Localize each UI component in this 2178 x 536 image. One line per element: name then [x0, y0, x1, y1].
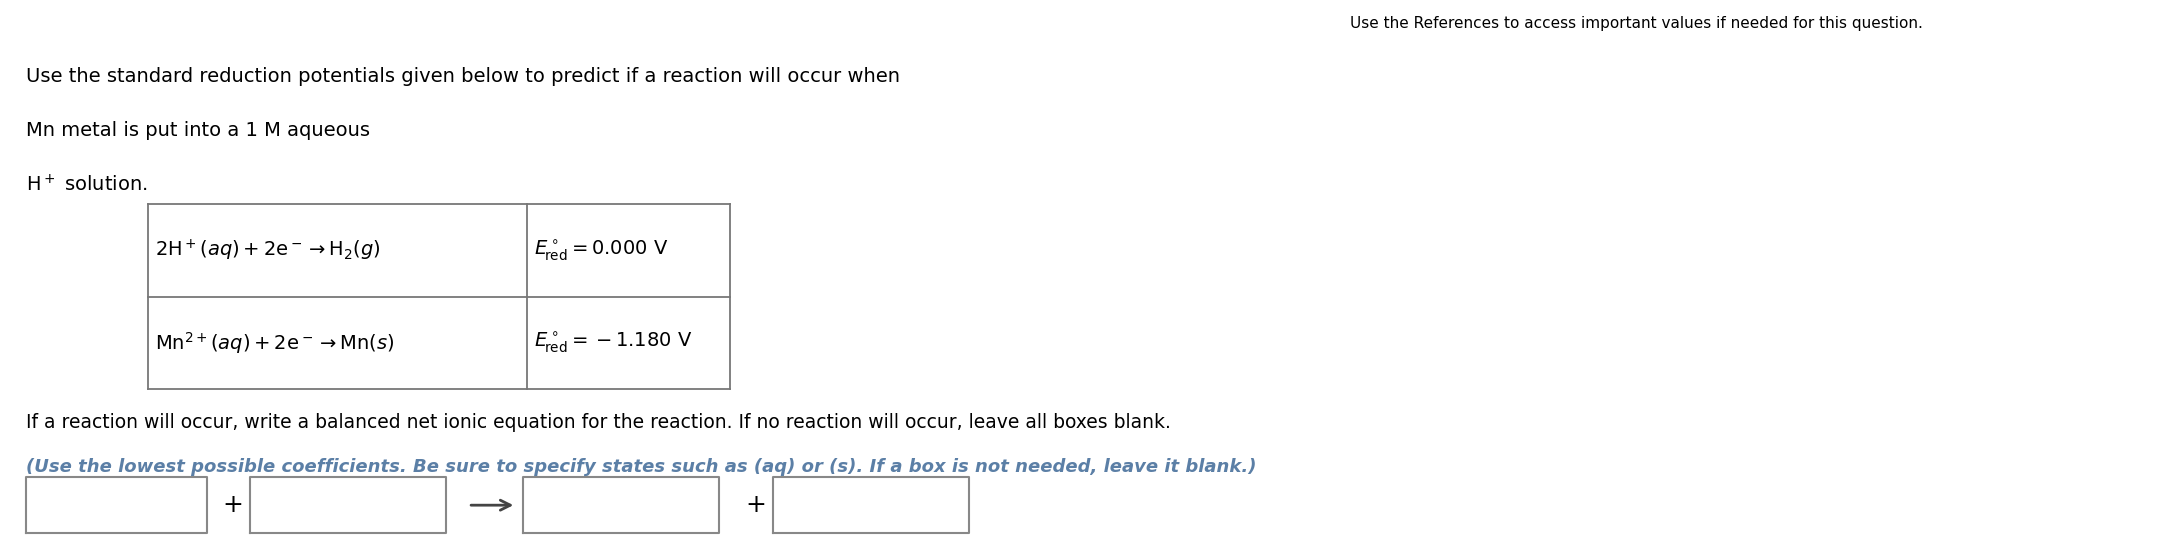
Text: $E^\circ_{\!\mathrm{red}} = -1.180\ \mathrm{V}$: $E^\circ_{\!\mathrm{red}} = -1.180\ \mat…: [534, 331, 693, 355]
Text: H$^+$ solution.: H$^+$ solution.: [26, 174, 148, 196]
Text: $E^\circ_{\!\mathrm{red}} = 0.000\ \mathrm{V}$: $E^\circ_{\!\mathrm{red}} = 0.000\ \math…: [534, 238, 669, 263]
Text: (Use the lowest possible coefficients. Be sure to specify states such as (aq) or: (Use the lowest possible coefficients. B…: [26, 458, 1257, 477]
Text: If a reaction will occur, write a balanced net ionic equation for the reaction. : If a reaction will occur, write a balanc…: [26, 413, 1172, 431]
Text: +: +: [745, 493, 767, 517]
Text: Mn metal is put into a 1 M aqueous: Mn metal is put into a 1 M aqueous: [26, 121, 370, 139]
Text: Use the standard reduction potentials given below to predict if a reaction will : Use the standard reduction potentials gi…: [26, 67, 900, 86]
Text: +: +: [222, 493, 244, 517]
Text: $\mathrm{2H^+(}$$\mathit{aq}$$\mathrm{) + 2e^- \rightarrow H_2(}$$\mathit{g}$$\m: $\mathrm{2H^+(}$$\mathit{aq}$$\mathrm{) …: [155, 238, 381, 263]
Text: Use the References to access important values if needed for this question.: Use the References to access important v…: [1350, 16, 1923, 31]
Text: $\mathrm{Mn^{2+}(}$$\mathit{aq}$$\mathrm{) + 2e^- \rightarrow Mn(}$$\mathit{s}$$: $\mathrm{Mn^{2+}(}$$\mathit{aq}$$\mathrm…: [155, 330, 394, 356]
